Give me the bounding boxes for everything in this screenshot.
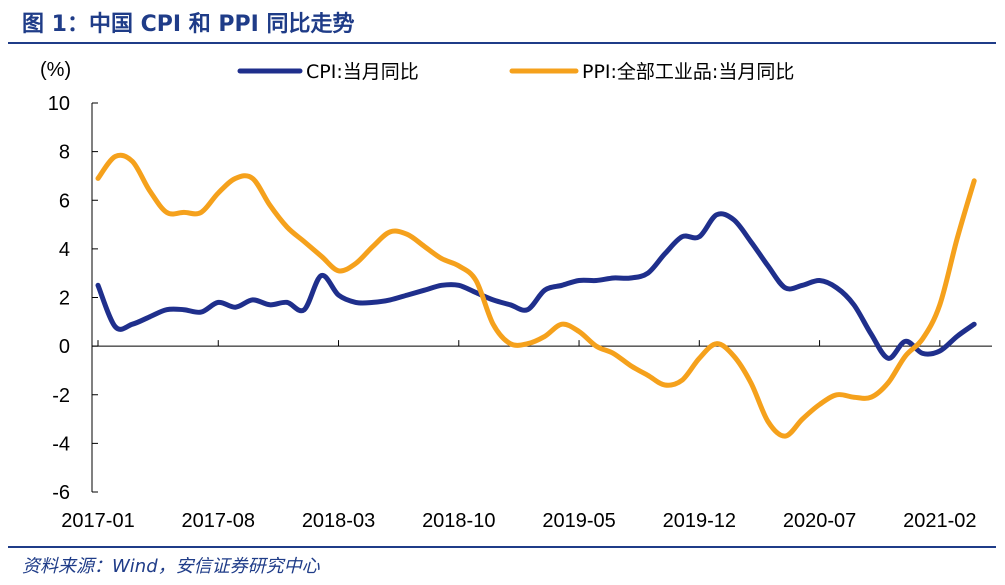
y-tick-label: 6 (59, 190, 70, 212)
y-tick-label: -2 (52, 385, 70, 407)
x-tick-label: 2017-08 (182, 510, 255, 532)
chart-legend: CPI:当月同比 PPI:全部工业品:当月同比 (237, 61, 794, 83)
x-tick-label: 2018-03 (302, 510, 375, 532)
source-rule (8, 546, 996, 548)
x-tick-label: 2020-07 (783, 510, 856, 532)
y-tick-label: -6 (52, 482, 70, 504)
figure-title: 图 1：中国 CPI 和 PPI 同比走势 (22, 12, 355, 37)
y-tick-label: -4 (52, 433, 70, 455)
x-tick-label: 2019-12 (663, 510, 736, 532)
x-tick-label: 2018-10 (422, 510, 495, 532)
x-tick-label: 2017-01 (61, 510, 134, 532)
legend-label: CPI:当月同比 (306, 61, 419, 83)
chart-series (95, 152, 977, 439)
line-chart: 10 8 6 4 2 0 -2 -4 -6 2017-01 2017-08 2018-03 2018-1… (40, 59, 992, 532)
y-tick-label: 0 (59, 336, 70, 358)
ppi-series-line (95, 152, 977, 439)
y-axis-label: (%) (40, 59, 71, 81)
chart-axes: 10 8 6 4 2 0 -2 -4 -6 2017-01 2017-08 2018-03 2018-1… (48, 93, 992, 532)
y-tick-label: 8 (59, 142, 70, 164)
title-rule (8, 42, 996, 44)
y-tick-label: 10 (48, 93, 70, 115)
x-tick-label: 2019-05 (542, 510, 615, 532)
source-note: 资料来源：Wind，安信证券研究中心 (22, 556, 320, 577)
y-tick-label: 4 (59, 239, 70, 261)
cpi-series-line (95, 211, 977, 361)
legend-label: PPI:全部工业品:当月同比 (582, 61, 794, 83)
y-tick-label: 2 (59, 288, 70, 310)
x-tick-label: 2021-02 (903, 510, 976, 532)
